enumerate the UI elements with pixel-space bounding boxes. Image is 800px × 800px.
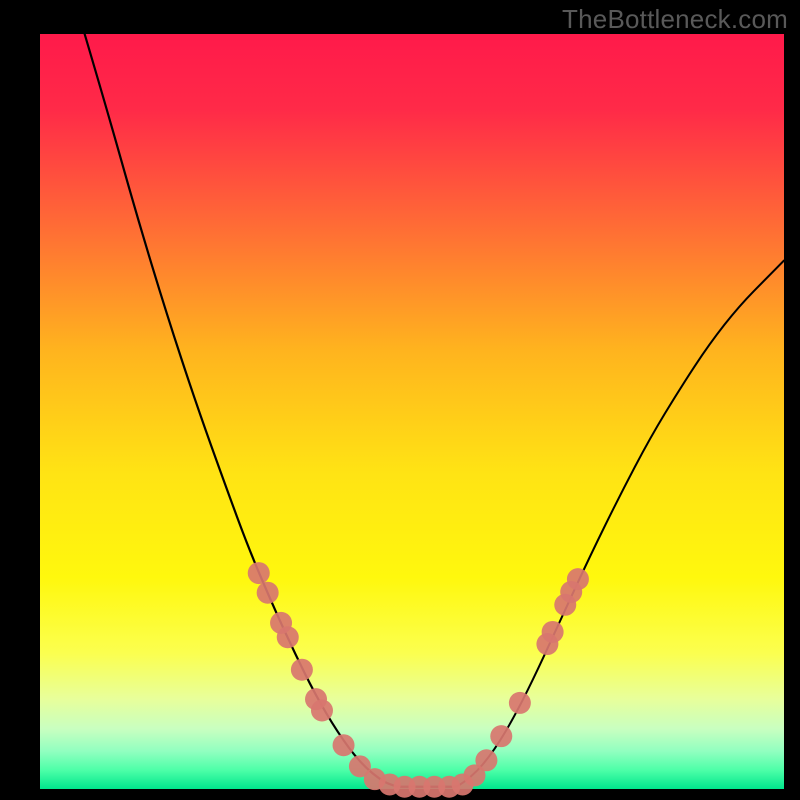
marker-point (257, 582, 279, 604)
marker-point (248, 562, 270, 584)
plot-area (40, 34, 784, 789)
marker-point (311, 699, 333, 721)
marker-point (567, 568, 589, 590)
curve-left-branch (85, 34, 397, 787)
marker-point (509, 692, 531, 714)
marker-point (291, 659, 313, 681)
marker-point (277, 626, 299, 648)
curve-right-branch (457, 261, 784, 787)
marker-point (333, 734, 355, 756)
marker-point (542, 621, 564, 643)
marker-point (475, 749, 497, 771)
marker-point (490, 725, 512, 747)
chart-root: TheBottleneck.com (0, 0, 800, 800)
curve-layer (40, 34, 784, 789)
watermark-text: TheBottleneck.com (562, 4, 788, 35)
